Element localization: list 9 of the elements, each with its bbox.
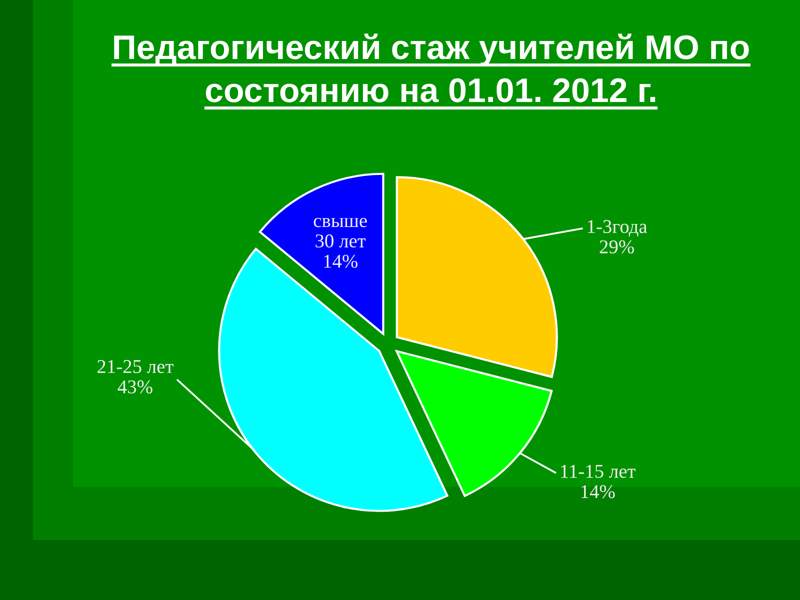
data-label: 43% (118, 380, 152, 394)
chart-title: Педагогический стаж учителей МО по состоянию на 01.01. 2012 г. (114, 34, 749, 102)
data-label: 29% (600, 240, 634, 254)
data-label: 14% (581, 485, 615, 498)
slice-label: 11-15 лет (561, 464, 636, 478)
slice-label: 21-25 лет (98, 360, 174, 374)
data-label: 14% (324, 254, 358, 268)
slice-label: свыше 30 лет (314, 218, 367, 248)
slice-label: 1-3года (588, 220, 648, 237)
